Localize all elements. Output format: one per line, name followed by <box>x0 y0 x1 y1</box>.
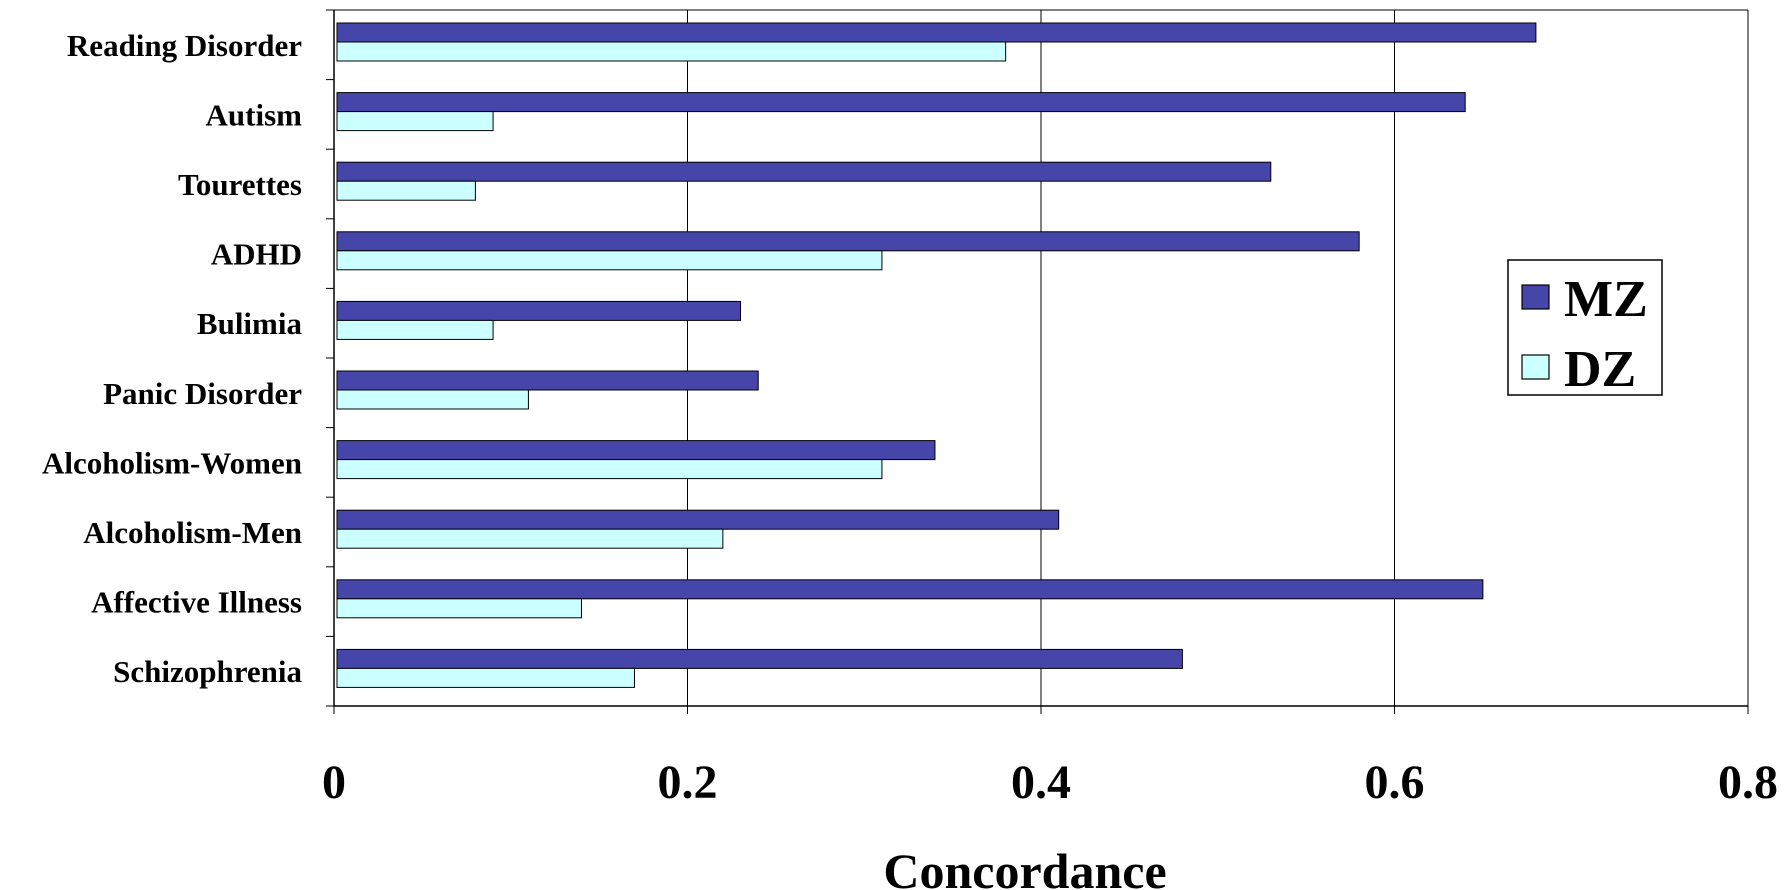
category-label: ADHD <box>211 237 302 272</box>
category-label: Schizophrenia <box>113 654 302 689</box>
legend-label-dz: DZ <box>1564 341 1636 398</box>
bar-dz <box>336 667 635 688</box>
x-tick-label: 0.8 <box>1718 756 1778 809</box>
bar-dz <box>336 111 494 132</box>
bar-mz <box>336 648 1183 669</box>
category-labels: Reading Disorder Autism Tourettes ADHD Bulim… <box>42 28 303 689</box>
bar-mz <box>336 231 1360 252</box>
category-label: Autism <box>206 97 303 132</box>
category-label: Affective Illness <box>91 585 302 620</box>
bar-dz <box>336 459 883 480</box>
bar-mz <box>336 161 1272 182</box>
bars <box>336 22 1537 688</box>
x-tick-label: 0.4 <box>1011 756 1071 809</box>
category-label: Alcoholism-Women <box>42 445 302 480</box>
bar-dz <box>336 528 724 549</box>
category-label: Alcoholism-Men <box>83 515 302 550</box>
x-tick-label: 0 <box>322 756 346 809</box>
bar-mz <box>336 22 1537 43</box>
bar-mz <box>336 509 1060 530</box>
x-tick-label: 0.2 <box>658 756 718 809</box>
legend-label-mz: MZ <box>1564 271 1648 328</box>
bar-mz <box>336 370 759 391</box>
category-label: Reading Disorder <box>67 28 302 63</box>
category-label: Panic Disorder <box>103 376 302 411</box>
gridlines <box>333 9 1749 706</box>
x-tick-label: 0.6 <box>1365 756 1425 809</box>
bar-mz <box>336 440 936 461</box>
axes <box>326 9 1749 714</box>
bar-dz <box>336 389 529 410</box>
bar-mz <box>336 92 1466 113</box>
legend-swatch-mz <box>1521 284 1550 310</box>
bar-dz <box>336 250 883 271</box>
x-tick-labels: 0 0.2 0.4 0.6 0.8 <box>322 756 1778 809</box>
x-axis-title: Concordance <box>883 843 1166 890</box>
bar-dz <box>336 598 582 619</box>
bar-mz <box>336 579 1484 600</box>
bar-dz <box>336 180 476 201</box>
legend-swatch-dz <box>1521 354 1550 380</box>
legend: MZ DZ <box>1507 259 1663 398</box>
bar-mz <box>336 300 742 321</box>
category-label: Bulimia <box>197 306 303 341</box>
bar-dz <box>336 41 1007 62</box>
bar-dz <box>336 319 494 340</box>
category-label: Tourettes <box>178 167 302 202</box>
